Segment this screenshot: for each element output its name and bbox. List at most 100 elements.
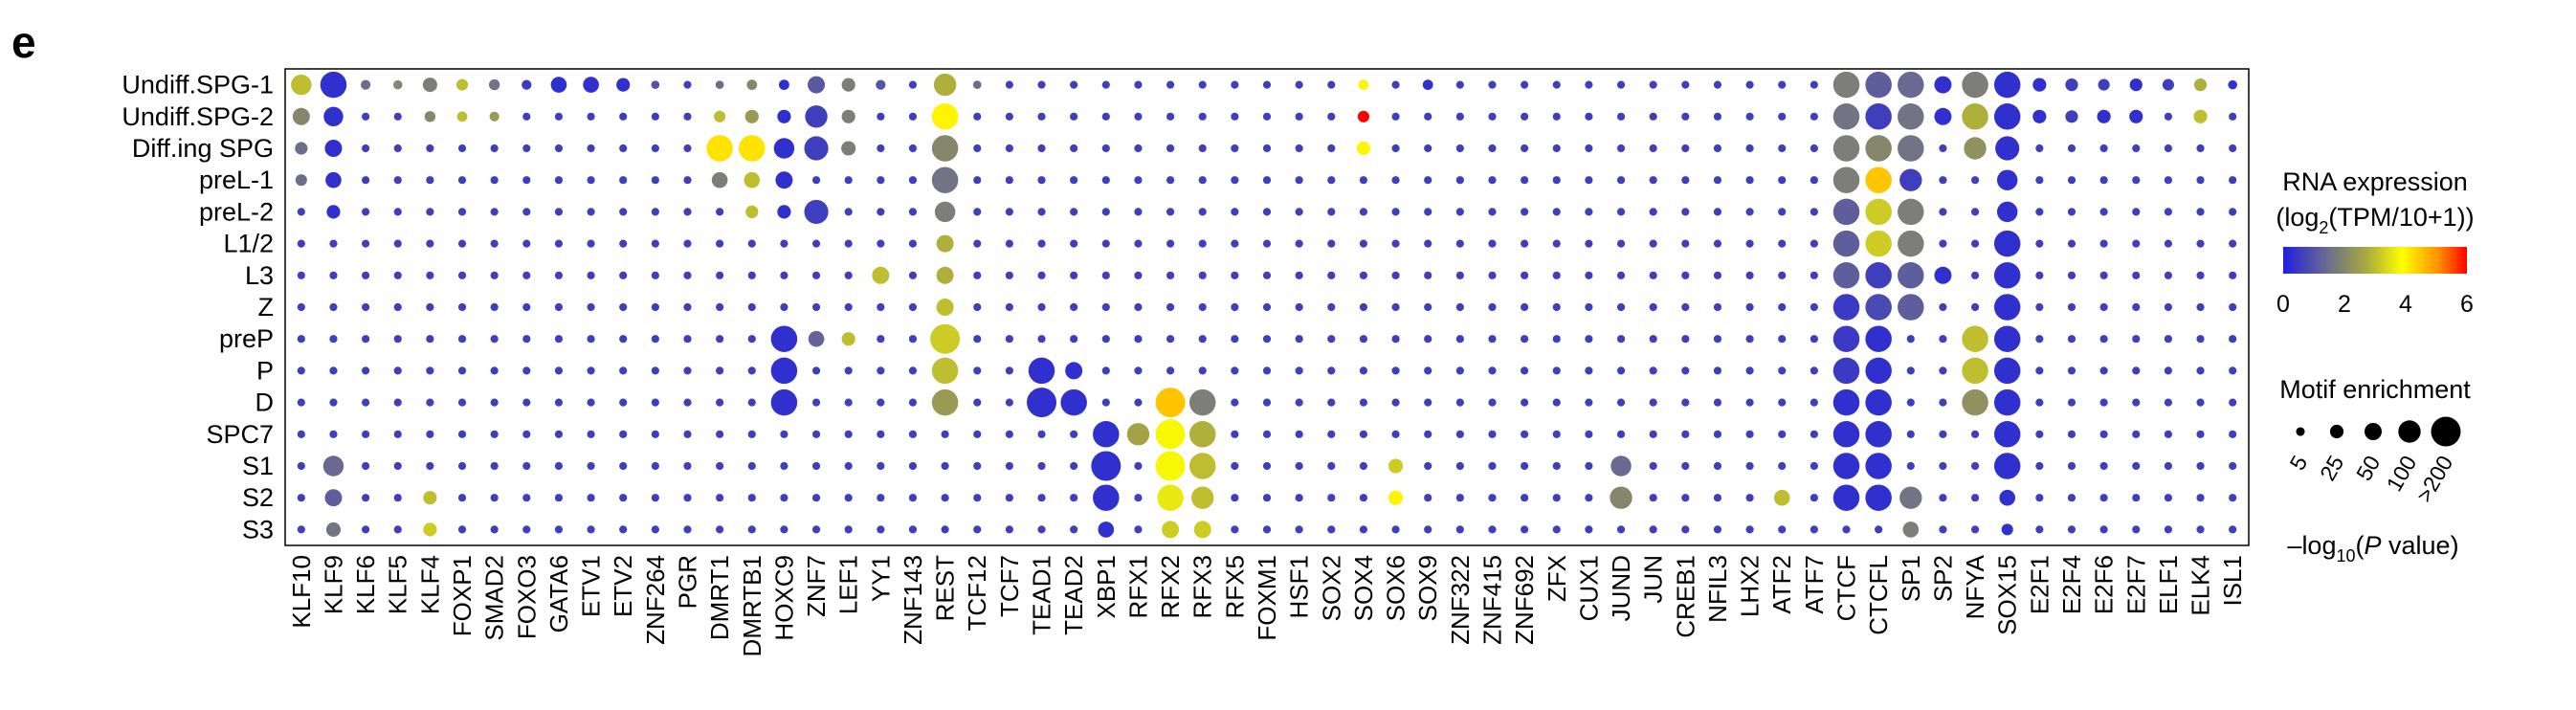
motif-dot <box>1552 80 1561 89</box>
motif-dot <box>2067 430 2076 438</box>
motif-dot <box>683 335 692 344</box>
motif-dot <box>651 335 659 344</box>
motif-dot <box>619 398 628 407</box>
motif-dot <box>1060 388 1087 416</box>
motif-dot <box>1521 144 1529 153</box>
column-label: E2F7 <box>2121 555 2150 614</box>
motif-dot <box>295 174 307 187</box>
motif-dot <box>297 239 305 248</box>
motif-dot <box>683 208 692 216</box>
column-label: DMRT1 <box>705 555 734 640</box>
motif-dot <box>1455 366 1464 375</box>
motif-dot <box>2132 366 2141 375</box>
column-label: SOX2 <box>1317 555 1345 621</box>
motif-dot <box>1037 271 1046 279</box>
column-label: REST <box>931 555 960 621</box>
motif-dot <box>325 521 341 537</box>
motif-dot <box>1455 112 1464 121</box>
motif-dot <box>877 144 885 153</box>
motif-dot <box>1552 239 1561 248</box>
motif-dot <box>490 366 499 375</box>
motif-dot <box>1262 144 1272 153</box>
motif-dot <box>616 78 631 92</box>
motif-dot <box>2229 525 2237 534</box>
motif-dot <box>1906 461 1915 471</box>
motif-dot <box>1521 366 1529 375</box>
motif-dot <box>1649 80 1657 89</box>
motif-dot <box>1993 71 2021 99</box>
motif-dot <box>2196 366 2205 375</box>
motif-dot <box>747 366 756 375</box>
motif-dot <box>1101 366 1110 375</box>
motif-dot <box>1391 239 1400 248</box>
motif-dot <box>587 271 595 279</box>
motif-dot <box>1865 198 1892 226</box>
motif-dot <box>2067 335 2076 344</box>
motif-dot <box>941 494 949 502</box>
motif-dot <box>329 335 338 344</box>
motif-dot <box>739 135 766 162</box>
size-legend-dot <box>2329 424 2344 439</box>
motif-dot <box>1616 430 1626 438</box>
motif-dot <box>1713 525 1722 534</box>
motif-dot <box>1093 421 1120 448</box>
motif-dot <box>1005 239 1013 248</box>
motif-dot <box>1198 144 1207 153</box>
motif-dot <box>2132 239 2141 248</box>
motif-dot <box>941 525 949 534</box>
motif-dot <box>1070 302 1078 312</box>
motif-dot <box>362 271 370 279</box>
motif-dot <box>1488 430 1497 438</box>
motif-dot <box>1488 176 1497 185</box>
motif-dot <box>1455 398 1464 407</box>
motif-dot <box>1455 80 1464 89</box>
motif-dot <box>2196 239 2205 248</box>
motif-dot <box>2196 302 2205 312</box>
column-label: HSF1 <box>1285 555 1314 618</box>
motif-dot <box>1996 201 2018 223</box>
motif-dot <box>2164 208 2172 216</box>
column-label: SOX9 <box>1413 555 1442 621</box>
motif-dot <box>1455 144 1464 153</box>
motif-dot <box>1327 176 1336 185</box>
row-label: Diff.ing SPG <box>132 134 274 163</box>
motif-dot <box>2067 176 2076 185</box>
motif-dot <box>1649 366 1657 375</box>
motif-dot <box>587 239 595 248</box>
motif-dot <box>2035 398 2044 407</box>
motif-dot <box>1939 239 1947 248</box>
motif-dot <box>393 494 402 502</box>
motif-dot <box>1005 494 1013 502</box>
motif-dot <box>490 461 499 471</box>
motif-dot <box>1649 112 1657 121</box>
motif-dot <box>1327 112 1336 121</box>
column-label: FOXP1 <box>448 555 477 636</box>
motif-dot <box>2035 525 2044 534</box>
motif-dot <box>587 144 595 153</box>
motif-dot <box>1231 112 1239 121</box>
motif-dot <box>1166 112 1175 121</box>
motif-dot <box>777 205 791 219</box>
motif-dot <box>1262 208 1272 216</box>
motif-dot <box>1521 525 1529 534</box>
motif-dot <box>1745 494 1754 502</box>
motif-dot <box>1778 302 1787 312</box>
motif-dot <box>931 135 959 162</box>
motif-dot <box>1521 430 1529 438</box>
motif-dot <box>683 461 692 471</box>
motif-dot <box>1455 176 1464 185</box>
motif-dot <box>1778 461 1787 471</box>
motif-dot <box>1295 494 1303 502</box>
motif-dot <box>716 461 724 471</box>
motif-dot <box>1455 302 1464 312</box>
motif-dot <box>1037 208 1046 216</box>
motif-dot <box>877 366 885 375</box>
motif-dot <box>297 494 305 502</box>
motif-dot <box>1166 366 1175 375</box>
motif-dot <box>362 430 370 438</box>
motif-dot <box>1898 103 1924 130</box>
motif-dot <box>973 430 982 438</box>
motif-dot <box>457 494 467 502</box>
motif-dot <box>683 80 692 89</box>
